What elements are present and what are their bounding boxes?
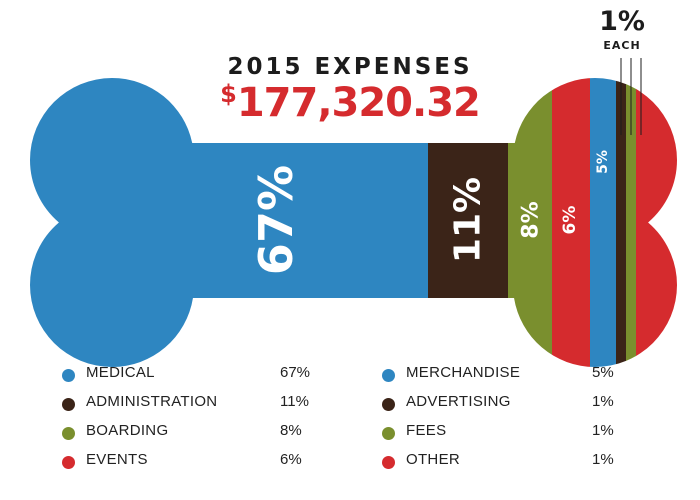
- legend-label: ADMINISTRATION: [86, 393, 218, 410]
- callout-leader-lines: [620, 58, 642, 135]
- segment-merchandise: [590, 78, 616, 367]
- legend-swatch: [62, 456, 75, 469]
- segment-label-boarding: 8%: [519, 201, 544, 238]
- segment-fees: [626, 78, 636, 367]
- segment-other: [636, 78, 677, 367]
- legend-item-events: EVENTS 6%: [62, 449, 332, 478]
- legend-item-boarding: BOARDING 8%: [62, 420, 332, 449]
- callout-each: EACH: [603, 39, 641, 52]
- legend-item-advertising: ADVERTISING 1%: [382, 391, 652, 420]
- legend-label: BOARDING: [86, 422, 169, 439]
- legend-item-other: OTHER 1%: [382, 449, 652, 478]
- legend-swatch: [382, 398, 395, 411]
- legend-value: 1%: [592, 393, 614, 410]
- legend-label: MERCHANDISE: [406, 364, 521, 381]
- chart-title: 2015 EXPENSES: [227, 54, 473, 80]
- legend-swatch: [382, 369, 395, 382]
- segment-events: [552, 78, 590, 367]
- segment-label-medical: 67%: [249, 165, 303, 275]
- legend-label: MEDICAL: [86, 364, 155, 381]
- legend-value: 11%: [280, 393, 309, 410]
- legend-item-fees: FEES 1%: [382, 420, 652, 449]
- legend-swatch: [382, 427, 395, 440]
- legend-swatch: [62, 369, 75, 382]
- legend-value: 1%: [592, 451, 614, 468]
- legend-label: ADVERTISING: [406, 393, 511, 410]
- segment-label-merchandise: 5%: [595, 150, 611, 174]
- segment-label-administration: 11%: [448, 177, 489, 263]
- legend-left: MEDICAL 67% ADMINISTRATION 11% BOARDING 8% EVE…: [62, 362, 332, 478]
- legend-value: 6%: [280, 451, 302, 468]
- segment-labels: 67% 11% 8% 6% 5%: [249, 150, 611, 275]
- segment-medical: [30, 78, 428, 367]
- legend-label: EVENTS: [86, 451, 148, 468]
- callout-percent: 1%: [599, 6, 645, 37]
- legend-right: MERCHANDISE 5% ADVERTISING 1% FEES 1% OTHER 1%: [382, 362, 652, 478]
- legend-item-merchandise: MERCHANDISE 5%: [382, 362, 652, 391]
- legend-item-administration: ADMINISTRATION 11%: [62, 391, 332, 420]
- total-amount: $177,320.32: [160, 80, 540, 126]
- currency-symbol: $: [220, 80, 237, 108]
- bone-segments: [30, 78, 677, 367]
- legend-value: 67%: [280, 364, 311, 381]
- legend-swatch: [62, 398, 75, 411]
- legend-value: 8%: [280, 422, 302, 439]
- legend-value: 1%: [592, 422, 614, 439]
- legend-item-medical: MEDICAL 67%: [62, 362, 332, 391]
- legend-swatch: [382, 456, 395, 469]
- legend-label: OTHER: [406, 451, 460, 468]
- total-amount-value: 177,320.32: [236, 80, 481, 126]
- segment-advertising: [616, 78, 626, 367]
- legend-label: FEES: [406, 422, 447, 439]
- legend-value: 5%: [592, 364, 614, 381]
- legend-swatch: [62, 427, 75, 440]
- segment-label-events: 6%: [560, 206, 580, 235]
